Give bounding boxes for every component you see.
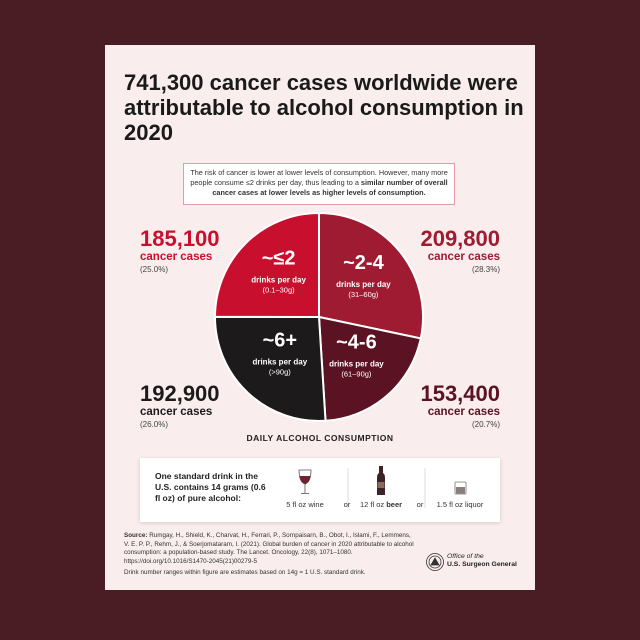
count-label: 209,800 — [420, 226, 500, 251]
slice-unit: drinks per day — [252, 358, 307, 367]
slice-label: ~4-6 — [336, 331, 377, 353]
logo-line1: Office of the — [447, 553, 484, 560]
source: Source: Rumgay, H., Shield, K., Charvat,… — [124, 532, 414, 578]
or-label: or — [416, 500, 424, 509]
count-block: 153,400 cancer cases (20.7%) — [420, 382, 500, 430]
count-label: 153,400 — [420, 381, 500, 406]
footnote: Drink number ranges within figure are es… — [124, 569, 366, 577]
count-unit: cancer cases — [140, 406, 213, 418]
or-label: or — [343, 500, 351, 509]
slice-unit: drinks per day — [336, 280, 391, 289]
slice-label: ~2-4 — [343, 252, 384, 274]
wine-label: 5 fl oz wine — [286, 500, 324, 509]
pie-slice — [318, 211, 424, 340]
slice-label: ~≤2 — [262, 248, 296, 270]
title: 741,300 cancer cases worldwide were attr… — [124, 70, 524, 145]
drink-intro: One standard drink in the U.S. contains … — [155, 471, 266, 503]
slice-range: (0.1–30g) — [263, 286, 296, 295]
percent-label: (20.7%) — [471, 420, 500, 429]
count-block: 209,800 cancer cases (28.3%) — [420, 227, 500, 275]
percent-label: (25.0%) — [140, 265, 169, 274]
note-bold: similar number of overall cancer cases a… — [212, 178, 448, 197]
seal — [426, 553, 444, 571]
count-block: 192,900 cancer cases (26.0%) — [140, 382, 220, 430]
source-text: Rumgay, H., Shield, K., Charvat, H., Fer… — [124, 532, 414, 565]
pie-slice — [213, 211, 320, 319]
liquor-icon — [454, 481, 467, 495]
percent-label: (26.0%) — [140, 420, 169, 429]
drink-box — [140, 458, 500, 522]
count-block: 185,100 cancer cases (25.0%) — [140, 227, 220, 275]
x-axis-label: DAILY ALCOHOL CONSUMPTION — [246, 433, 394, 443]
count-label: 192,900 — [140, 381, 220, 406]
logo: Office of the U.S. Surgeon General — [447, 553, 517, 569]
count-unit: cancer cases — [140, 251, 213, 263]
slice-range: (31–60g) — [348, 290, 379, 299]
slice-range: (61–90g) — [341, 369, 372, 378]
wine-icon — [298, 469, 312, 494]
logo-line2: U.S. Surgeon General — [447, 561, 517, 568]
slice-label: ~6+ — [263, 330, 297, 352]
beer-amount: 12 fl oz — [359, 500, 385, 509]
beer-label: 12 fl oz beer — [346, 500, 416, 509]
beer-word: beer — [386, 500, 403, 509]
slice-unit: drinks per day — [329, 359, 384, 368]
count-unit: cancer cases — [427, 251, 500, 263]
source-label: Source: — [124, 532, 148, 539]
pie-slice — [317, 315, 422, 422]
pie-slice — [213, 315, 327, 422]
beer-icon — [377, 466, 385, 495]
note-box: The risk of cancer is lower at lower lev… — [183, 163, 455, 205]
count-unit: cancer cases — [427, 406, 500, 418]
percent-label: (28.3%) — [471, 265, 500, 274]
slice-range: (>90g) — [269, 368, 291, 377]
note-text: The risk of cancer is lower at lower lev… — [190, 168, 448, 187]
liquor-label: 1.5 fl oz liquor — [436, 500, 484, 509]
slice-unit: drinks per day — [251, 276, 306, 285]
count-label: 185,100 — [140, 226, 220, 251]
